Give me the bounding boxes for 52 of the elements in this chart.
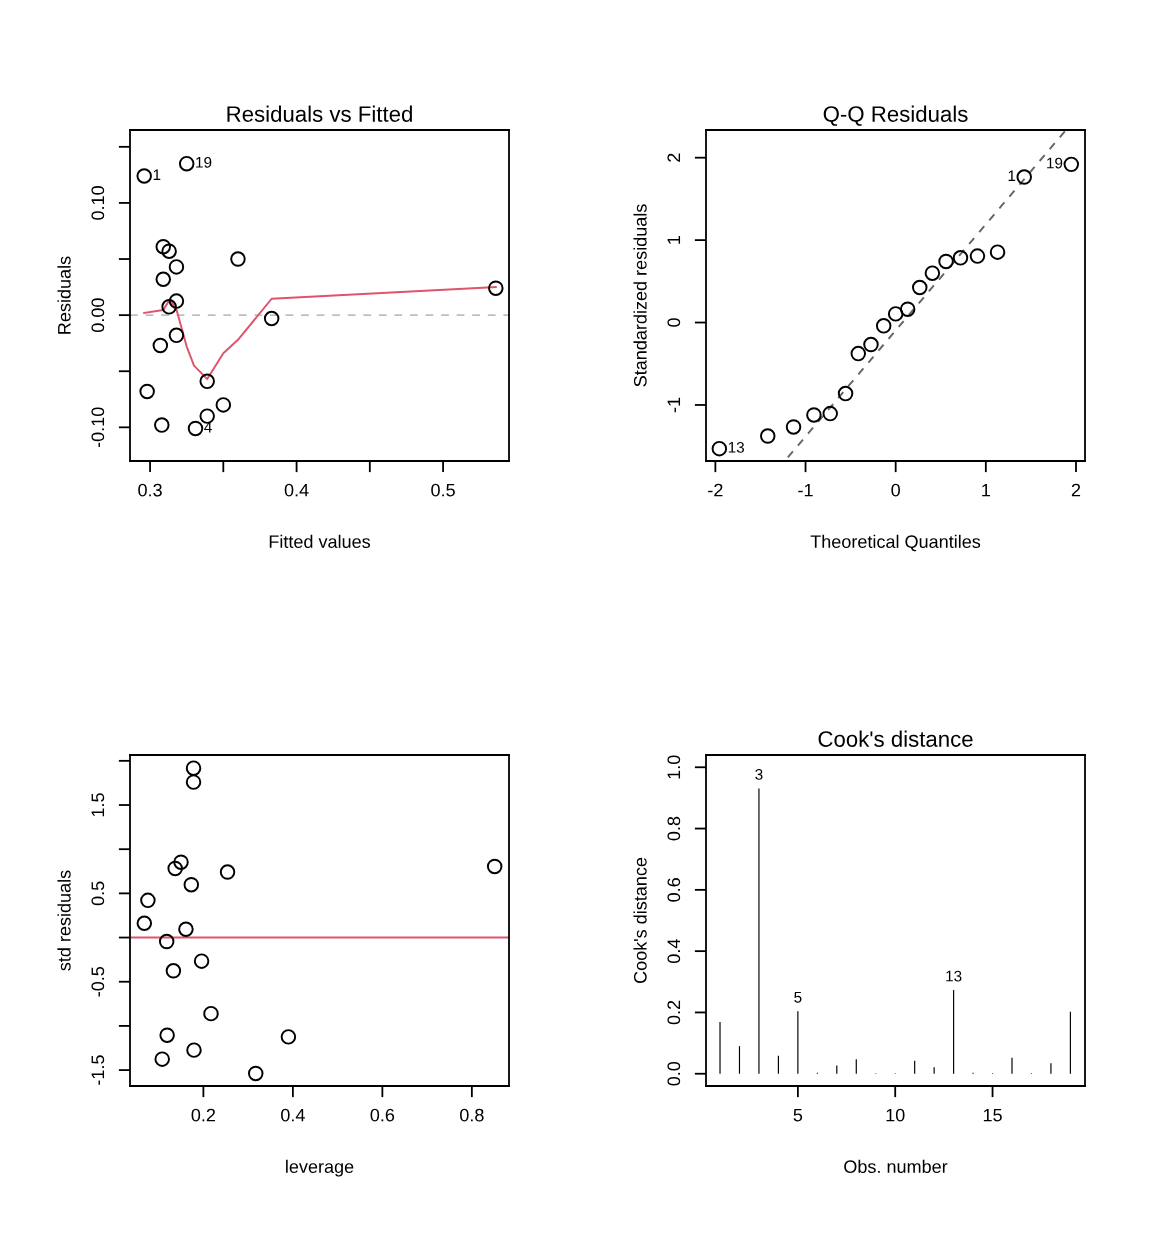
- x-tick-label: 0.8: [460, 1108, 484, 1122]
- y-tick-label: 0.4: [667, 939, 681, 963]
- x-tick-label: 15: [983, 1108, 1002, 1122]
- y-axis-title: Standardized residuals: [633, 204, 647, 387]
- x-axis-title: Fitted values: [269, 534, 371, 549]
- y-tick-label: -1: [667, 397, 681, 413]
- y-tick-label: 0.5: [91, 881, 105, 906]
- x-tick-label: 10: [886, 1108, 905, 1122]
- annotation: 1: [1008, 170, 1016, 182]
- x-tick-label: 0.2: [191, 1108, 216, 1122]
- annotation: 1: [153, 169, 161, 180]
- y-tick-label: 0.00: [91, 298, 105, 332]
- y-tick-label: 0.0: [667, 1061, 681, 1086]
- x-axis-title: leverage: [286, 1159, 354, 1177]
- y-tick-label: 1.5: [91, 793, 105, 817]
- y-axis-title: Residuals: [57, 256, 71, 334]
- y-tick-label: -0.10: [91, 407, 105, 448]
- x-tick-label: 0.3: [138, 483, 162, 497]
- x-tick-label: -1: [798, 483, 813, 497]
- annotation: 4: [204, 421, 212, 433]
- annotation: 13: [946, 970, 962, 982]
- x-tick-label: 2: [1071, 483, 1081, 497]
- x-axis-title: Theoretical Quantiles: [810, 534, 981, 552]
- y-tick-label: -0.5: [91, 966, 105, 997]
- x-tick-label: 0.6: [370, 1108, 395, 1122]
- x-tick-label: 0: [891, 483, 900, 497]
- x-tick-label: 0.5: [431, 483, 455, 497]
- annotation: 19: [1047, 157, 1063, 169]
- annotation: 5: [794, 991, 802, 1003]
- y-tick-label: 0.2: [667, 1000, 681, 1025]
- annotation: 13: [728, 441, 744, 453]
- y-tick-label: 0.6: [667, 878, 681, 902]
- annotation: 3: [755, 769, 763, 780]
- y-tick-label: 0.10: [91, 186, 105, 220]
- y-tick-label: 1: [667, 235, 681, 244]
- chart-title: Cook's distance: [818, 730, 973, 747]
- x-tick-label: 5: [793, 1108, 803, 1122]
- chart-title: Q-Q Residuals: [823, 105, 968, 126]
- y-tick-label: 2: [667, 153, 681, 162]
- x-axis-title: Obs. number: [844, 1159, 948, 1174]
- y-tick-label: 1.0: [667, 755, 681, 779]
- x-tick-label: -2: [708, 483, 723, 497]
- x-tick-label: 1: [982, 483, 990, 497]
- y-axis-title: std residuals: [57, 870, 71, 971]
- chart-title: Residuals vs Fitted: [227, 105, 412, 122]
- x-tick-label: 0.4: [281, 1108, 305, 1122]
- y-tick-label: 0: [667, 318, 681, 327]
- x-tick-label: 0.4: [284, 483, 309, 497]
- y-tick-label: -1.5: [91, 1055, 105, 1085]
- y-axis-title: Cook's distance: [633, 857, 647, 984]
- y-tick-label: 0.8: [667, 816, 681, 841]
- annotation: 19: [196, 156, 212, 168]
